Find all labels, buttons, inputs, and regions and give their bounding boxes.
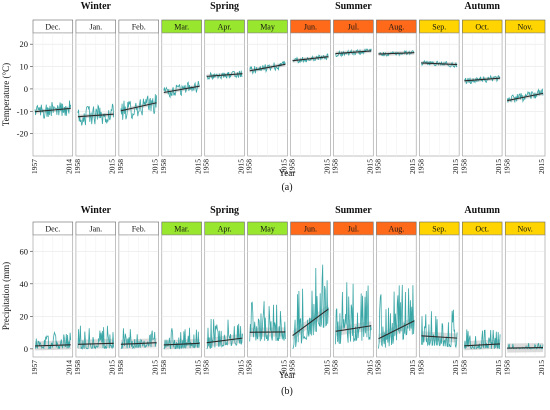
y-tick-label: 0 (24, 84, 28, 94)
x-tick-label: 1958 (116, 360, 125, 375)
x-axis-label: Year (279, 370, 296, 380)
season-label: Autumn (464, 1, 500, 12)
panel-header-label: Sep. (432, 23, 446, 32)
chart-caption: (b) (281, 386, 293, 397)
panel-header-label: Mar. (174, 225, 189, 234)
panel-nov: Nov. 1958 2015 (502, 222, 546, 375)
x-tick-label: 1958 (416, 360, 425, 375)
panel-header-label: Jan. (89, 23, 102, 32)
y-axis-label: Temperature (°C) (1, 63, 11, 126)
x-axis-label: Year (279, 168, 296, 178)
panel-header-label: May (260, 225, 275, 234)
y-tick-label: 60 (20, 246, 29, 256)
x-tick-label: 1958 (502, 159, 511, 174)
y-tick-label: 20 (20, 39, 29, 49)
panel-header-label: Dec. (45, 225, 60, 234)
season-label: Spring (210, 205, 239, 216)
panel-header-label: Apr. (218, 225, 232, 234)
x-tick-label: 1957 (30, 360, 39, 375)
panel-header-label: Apr. (218, 23, 232, 32)
panel-header-label: Feb. (132, 225, 146, 234)
panel-header-label: Aug. (388, 225, 404, 234)
x-tick-label: 1958 (331, 159, 340, 174)
panel-header-label: Jan. (89, 225, 102, 234)
panel-header-label: May (260, 23, 275, 32)
panel-header-label: Sep. (432, 225, 446, 234)
panel-header-label: Nov. (518, 225, 533, 234)
season-label: Winter (81, 205, 112, 216)
season-label: Summer (335, 205, 372, 216)
y-tick-label: 20 (20, 311, 29, 321)
x-tick-label: 1958 (116, 159, 125, 174)
x-tick-label: 1958 (331, 360, 340, 375)
season-label: Winter (81, 1, 112, 12)
panel-header-label: Mar. (174, 23, 189, 32)
x-tick-label: 1958 (245, 159, 254, 174)
panel-header-label: Oct. (475, 225, 489, 234)
panel-header-label: Feb. (132, 23, 146, 32)
panel-nov: Nov. 1958 2015 (502, 20, 546, 174)
season-label: Spring (210, 1, 239, 12)
y-tick-label: 40 (20, 279, 29, 289)
x-tick-label: 1958 (202, 360, 211, 375)
season-label: Autumn (464, 205, 500, 216)
x-tick-label: 1958 (373, 360, 382, 375)
y-tick-label: 10 (20, 62, 29, 72)
chart-caption: (a) (281, 182, 292, 193)
x-tick-label: 1958 (373, 159, 382, 174)
x-tick-label: 1957 (30, 159, 39, 174)
panel-header-label: Oct. (475, 23, 489, 32)
x-tick-label: 1958 (416, 159, 425, 174)
y-axis-label: Precipitation (mm) (1, 262, 11, 330)
x-tick-label: 1958 (159, 360, 168, 375)
x-tick-label: 1958 (459, 360, 468, 375)
panel-header-label: Nov. (518, 23, 533, 32)
panel-header-label: Jun. (304, 225, 317, 234)
x-tick-label: 1958 (459, 159, 468, 174)
x-tick-label: 1958 (73, 159, 82, 174)
panel-header-label: Jul. (348, 225, 359, 234)
y-tick-label: -20 (17, 129, 28, 139)
panel-header-label: Aug. (388, 23, 404, 32)
x-tick-label: 1958 (159, 159, 168, 174)
chart-temperature: -20 -10 0 10 20 Temperature (°C) Winter Spring S… (1, 1, 546, 193)
chart-precipitation: 0 20 40 60 Precipitation (mm) Winter Spring Sum… (1, 205, 546, 397)
y-tick-label: -10 (17, 106, 28, 116)
x-tick-label: 2015 (537, 159, 546, 174)
panel-header-label: Jul. (348, 23, 359, 32)
x-tick-label: 1958 (245, 360, 254, 375)
x-tick-label: 1958 (502, 360, 511, 375)
y-tick-label: 0 (24, 344, 28, 354)
panel-header-label: Dec. (45, 23, 60, 32)
panel-header-label: Jun. (304, 23, 317, 32)
season-label: Summer (335, 1, 372, 12)
x-tick-label: 1958 (202, 159, 211, 174)
x-tick-label: 2015 (537, 360, 546, 375)
x-tick-label: 1958 (73, 360, 82, 375)
